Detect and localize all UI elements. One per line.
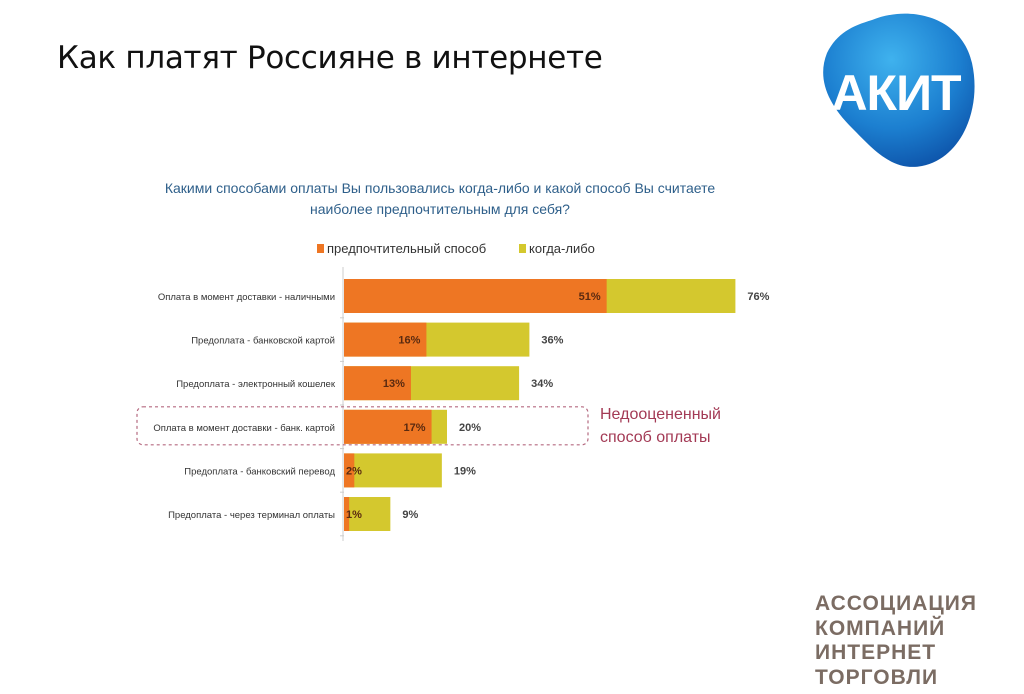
slide-title: Как платят Россияне в интернете — [57, 40, 603, 76]
akit-logo: АКИТ — [823, 13, 975, 167]
chart-title-line: наиболее предпочтительным для себя? — [310, 201, 570, 217]
category-label: Предоплата - банковской картой — [191, 336, 335, 347]
bar-ever — [344, 497, 391, 531]
annotation: Недооцененный способ оплаты — [600, 403, 721, 449]
legend-item-ever: когда-либо — [519, 241, 595, 256]
category-label: Предоплата - банковский перевод — [184, 466, 335, 477]
data-label-preferred: 1% — [346, 509, 362, 521]
data-label-preferred: 51% — [579, 291, 601, 303]
association-line: ТОРГОВЛИ — [815, 665, 939, 689]
association-line: АССОЦИАЦИЯ — [815, 592, 977, 615]
data-label-ever: 20% — [459, 422, 481, 434]
data-label-ever: 19% — [454, 465, 476, 477]
category-label: Оплата в момент доставки - наличными — [158, 292, 335, 303]
category-label: Оплата в момент доставки - банк. картой — [153, 423, 335, 434]
data-label-preferred: 13% — [383, 378, 405, 390]
bar-ever — [344, 453, 442, 488]
data-label-ever: 34% — [531, 378, 553, 390]
data-label-preferred: 16% — [398, 335, 420, 347]
annotation-line: способ оплаты — [600, 429, 711, 446]
bar-preferred — [344, 453, 355, 488]
highlight-box — [136, 406, 589, 446]
legend-label: когда-либо — [529, 241, 595, 256]
bar-preferred — [344, 409, 432, 444]
association-line: ИНТЕРНЕТ — [815, 641, 937, 664]
data-label-ever: 9% — [402, 509, 418, 521]
association-name: АССОЦИАЦИЯ КОМПАНИЙ ИНТЕРНЕТ ТОРГОВЛИ — [815, 592, 977, 690]
annotation-line: Недооцененный — [600, 406, 721, 423]
data-label-preferred: 17% — [404, 422, 426, 434]
legend-swatch — [519, 244, 526, 253]
association-line: КОМПАНИЙ — [815, 616, 946, 640]
bar-preferred — [344, 366, 411, 401]
data-label-preferred: 2% — [346, 465, 362, 477]
category-label: Предоплата - через терминал оплаты — [168, 510, 335, 521]
chart-title: Какими способами оплаты Вы пользовались … — [130, 178, 750, 220]
chart-title-line: Какими способами оплаты Вы пользовались … — [164, 180, 716, 196]
bar-preferred — [344, 322, 427, 357]
legend-label: предпочтительный способ — [327, 241, 487, 256]
legend-item-preferred: предпочтительный способ — [317, 241, 486, 256]
data-label-ever: 36% — [541, 335, 563, 347]
category-label: Предоплата - электронный кошелек — [176, 379, 336, 390]
data-label-ever: 76% — [747, 291, 769, 303]
legend-swatch — [317, 244, 324, 253]
bar-preferred — [344, 279, 607, 313]
bar-preferred — [344, 497, 350, 531]
svg-text:АКИТ: АКИТ — [831, 65, 961, 121]
